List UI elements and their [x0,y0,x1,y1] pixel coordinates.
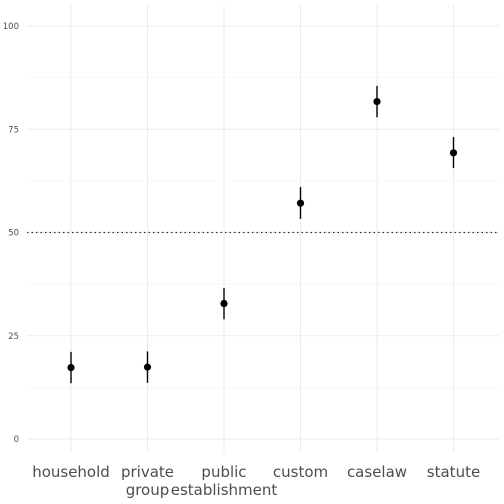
x-tick-label: caselaw [347,463,407,481]
y-tick-label: 50 [8,229,19,239]
x-tick-label: private group [121,463,174,499]
y-axis: 0 25 50 75 100 [3,22,19,445]
y-tick-label: 100 [3,22,19,32]
x-tick-label: custom [273,463,328,481]
data-point [220,299,228,308]
y-tick-label: 75 [8,125,19,135]
grid [27,5,499,452]
y-tick-label: 0 [14,435,19,445]
x-tick-label: household [32,463,110,481]
data-point [449,149,458,157]
data-point [373,97,381,106]
y-tick-label: 25 [8,332,19,342]
x-tick-label: statute [427,463,480,481]
x-tick-label: public establishment [171,463,278,499]
data-point [296,199,305,207]
data-point [67,363,75,372]
data-marks [67,85,458,384]
data-point [143,363,152,371]
